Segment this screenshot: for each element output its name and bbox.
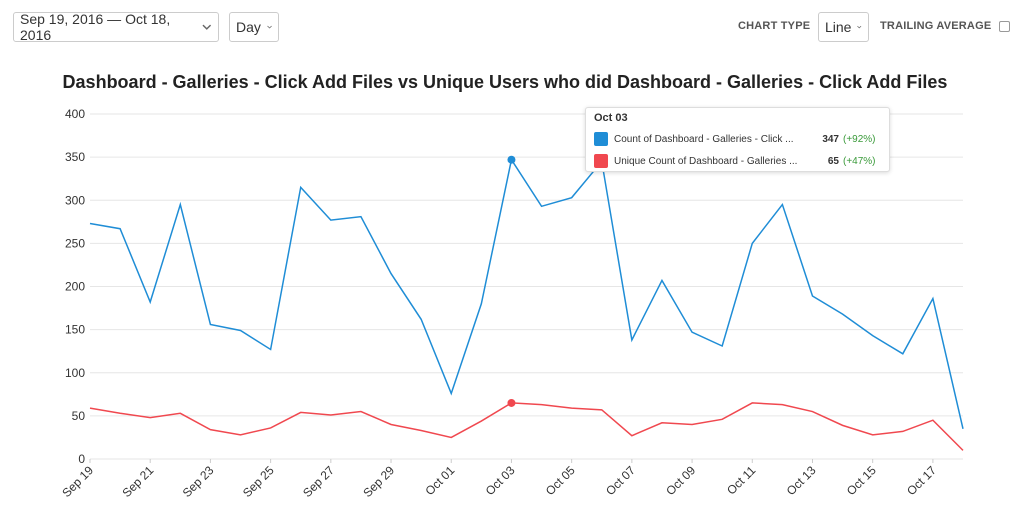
tooltip-row: Unique Count of Dashboard - Galleries ..… — [594, 150, 881, 172]
hover-marker — [507, 398, 516, 407]
series-line — [89, 157, 964, 429]
interval: Day — [236, 19, 261, 35]
y-tick-label: 250 — [65, 236, 85, 250]
series-line — [89, 402, 964, 451]
trailing-average-label: TRAILING AVERAGE — [880, 20, 992, 32]
y-tick-label: 150 — [65, 323, 85, 337]
chart-type: Line — [825, 19, 852, 35]
date-range-select[interactable]: Sep 19, 2016 — Oct 18, 2016 — [13, 11, 219, 43]
chevron — [267, 25, 272, 29]
y-tick-label: 50 — [72, 409, 86, 423]
y-tick-label: 300 — [65, 193, 85, 207]
x-tick-label: Oct 03 — [483, 463, 518, 498]
y-tick-label: 100 — [65, 366, 85, 380]
trailing-average-checkbox[interactable] — [999, 21, 1010, 32]
tooltip-value: 65 — [827, 155, 839, 167]
chart-type-select[interactable]: Line — [818, 12, 869, 42]
chart-type-label: CHART TYPE — [738, 20, 811, 32]
x-tick-label: Sep 21 — [120, 463, 157, 500]
tooltip: Oct 03 Count of Dashboard - Galleries - … — [585, 107, 890, 172]
x-tick-label: Sep 29 — [360, 463, 397, 500]
series-name: Count of Dashboard - Galleries - Click .… — [614, 133, 794, 145]
x-tick-label: Sep 25 — [240, 463, 277, 500]
tooltip-change: (+92%) — [843, 133, 876, 145]
x-tick-label: Oct 07 — [603, 463, 638, 498]
chart-title: Dashboard - Galleries - Click Add Files … — [62, 72, 948, 92]
chevron — [202, 24, 212, 30]
chevron — [857, 25, 862, 29]
x-tick-label: Oct 09 — [663, 463, 698, 498]
hover-marker — [507, 155, 516, 164]
date-range: Sep 19, 2016 — Oct 18, 2016 — [20, 11, 171, 43]
swatch — [594, 132, 608, 146]
x-tick-label: Oct 11 — [724, 463, 758, 497]
tooltip-value: 347 — [822, 133, 839, 145]
y-tick-label: 400 — [65, 107, 85, 121]
x-tick-label: Oct 17 — [904, 463, 939, 498]
x-tick-label: Sep 27 — [300, 463, 337, 500]
x-tick-label: Sep 19 — [59, 463, 96, 500]
y-tick-label: 350 — [65, 150, 85, 164]
swatch — [594, 154, 608, 168]
x-tick-label: Oct 15 — [844, 463, 879, 498]
tooltip-title: Oct 03 — [594, 112, 628, 124]
y-tick-label: 0 — [78, 452, 85, 466]
x-tick-label: Oct 05 — [543, 463, 578, 498]
x-tick-label: Oct 01 — [422, 463, 457, 498]
x-tick-label: Sep 23 — [180, 463, 217, 500]
tooltip-row: Count of Dashboard - Galleries - Click .… — [594, 128, 881, 150]
y-tick-label: 200 — [65, 280, 85, 294]
tooltip-change: (+47%) — [843, 155, 876, 167]
interval-select[interactable]: Day — [229, 12, 279, 42]
x-tick-label: Oct 13 — [784, 463, 819, 498]
series-name: Unique Count of Dashboard - Galleries ..… — [614, 155, 798, 167]
